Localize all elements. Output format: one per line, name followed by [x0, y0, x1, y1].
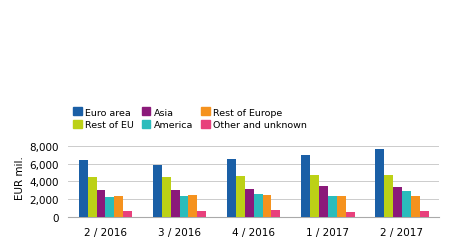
Bar — [162, 178, 171, 217]
Bar — [245, 189, 254, 217]
Bar — [236, 176, 245, 217]
Bar — [262, 195, 271, 217]
Bar — [328, 196, 337, 217]
Bar — [97, 190, 105, 217]
Bar — [123, 211, 132, 217]
Bar — [88, 178, 97, 217]
Bar — [301, 155, 310, 217]
Bar — [319, 187, 328, 217]
Bar — [345, 212, 355, 217]
Legend: Euro area, Rest of EU, Asia, America, Rest of Europe, Other and unknown: Euro area, Rest of EU, Asia, America, Re… — [73, 108, 307, 130]
Bar — [420, 212, 429, 217]
Bar — [393, 187, 402, 217]
Bar — [310, 175, 319, 217]
Bar — [79, 160, 88, 217]
Bar — [375, 150, 384, 217]
Bar — [254, 194, 262, 217]
Bar — [271, 211, 281, 217]
Bar — [180, 197, 188, 217]
Bar — [153, 165, 162, 217]
Bar — [384, 175, 393, 217]
Bar — [105, 197, 114, 217]
Bar — [411, 196, 420, 217]
Bar — [114, 196, 123, 217]
Bar — [188, 196, 197, 217]
Bar — [227, 159, 236, 217]
Y-axis label: EUR mil.: EUR mil. — [15, 155, 25, 199]
Bar — [402, 192, 411, 217]
Bar — [197, 212, 206, 217]
Bar — [337, 196, 345, 217]
Bar — [171, 191, 180, 217]
